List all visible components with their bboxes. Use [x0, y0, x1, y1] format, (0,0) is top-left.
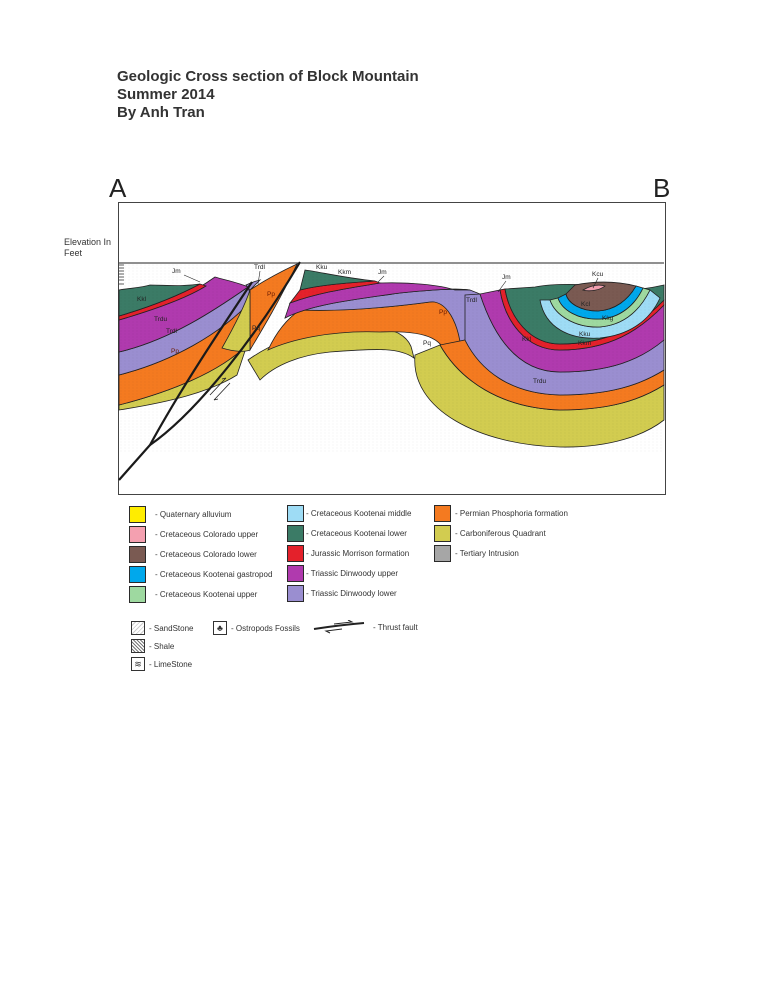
swatch-kootenai-gastropod: [129, 566, 146, 583]
section-end-label: B: [653, 173, 671, 203]
svg-text:Jm: Jm: [502, 274, 511, 281]
title-block: Geologic Cross section of Block Mountain…: [117, 68, 419, 122]
svg-text:Trdu: Trdu: [533, 378, 547, 385]
legend-sandstone: - SandStone: [131, 621, 193, 635]
section-start-label: A: [109, 173, 127, 203]
legend-fossils: ♣ - Ostropods Fossils: [213, 621, 300, 635]
legend-item: - Quaternary alluvium: [129, 506, 231, 523]
svg-text:Jm: Jm: [378, 269, 387, 276]
legend-item: - Triassic Dinwoody upper: [287, 565, 398, 582]
legend-item: - Cretaceous Colorado upper: [129, 526, 258, 543]
legend-item: - Tertiary Intrusion: [434, 545, 519, 562]
legend-item: - Cretaceous Kootenai middle: [287, 505, 411, 522]
legend-item: - Triassic Dinwoody lower: [287, 585, 397, 602]
legend-item: - Permian Phosphoria formation: [434, 505, 568, 522]
legend-item: - Cretaceous Kootenai gastropod: [129, 566, 272, 583]
svg-text:Pp: Pp: [267, 291, 275, 298]
svg-text:Pp: Pp: [171, 348, 179, 355]
diagram-subtitle: Summer 2014: [117, 86, 215, 103]
svg-text:Kcl: Kcl: [581, 301, 591, 308]
svg-text:Kkl: Kkl: [522, 336, 532, 343]
svg-text:Kkg: Kkg: [602, 315, 614, 322]
svg-text:Trdl: Trdl: [254, 264, 266, 271]
swatch-kootenai-lower: [287, 525, 304, 542]
svg-text:Kcu: Kcu: [592, 271, 604, 278]
svg-text:Trdl: Trdl: [466, 297, 478, 304]
swatch-colorado-upper: [129, 526, 146, 543]
y-axis-label: Elevation In Feet: [64, 237, 112, 258]
legend-shale: - Shale: [131, 639, 174, 653]
svg-text:Pp: Pp: [439, 309, 447, 316]
swatch-quaternary-alluvium: [129, 506, 146, 523]
unit-labels: Jm Trdl Kku Kkm Jm Jm Kcu Kkl Pp Trdu Tr…: [137, 264, 614, 385]
diagram-author: By Anh Tran: [117, 104, 205, 121]
sandstone-pattern-icon: [131, 621, 145, 635]
svg-text:Trdl: Trdl: [166, 328, 178, 335]
limestone-pattern-icon: ≋: [131, 657, 145, 671]
swatch-kootenai-upper: [129, 586, 146, 603]
legend-item: - Cretaceous Kootenai upper: [129, 586, 257, 603]
svg-text:Kku: Kku: [316, 264, 328, 271]
thrust-fault-arrows-icon: [313, 620, 365, 634]
swatch-quadrant: [434, 525, 451, 542]
svg-text:Trdu: Trdu: [154, 316, 168, 323]
svg-text:Kkl: Kkl: [137, 296, 147, 303]
svg-text:Kkm: Kkm: [578, 340, 591, 347]
legend-thrust-fault: - Thrust fault: [312, 620, 418, 634]
shale-pattern-icon: [131, 639, 145, 653]
legend-item: - Cretaceous Colorado lower: [129, 546, 257, 563]
swatch-colorado-lower: [129, 546, 146, 563]
swatch-dinwoody-upper: [287, 565, 304, 582]
svg-text:Pq: Pq: [423, 340, 431, 347]
swatch-tertiary-intrusion: [434, 545, 451, 562]
legend-item: - Cretaceous Kootenai lower: [287, 525, 407, 542]
legend-item: - Jurassic Morrison formation: [287, 545, 409, 562]
cross-section-frame: [118, 202, 666, 495]
svg-text:Kku: Kku: [579, 331, 591, 338]
swatch-morrison: [287, 545, 304, 562]
legend-item: - Carboniferous Quadrant: [434, 525, 546, 542]
swatch-dinwoody-lower: [287, 585, 304, 602]
fossil-icon: ♣: [213, 621, 227, 635]
svg-text:Jm: Jm: [172, 268, 181, 275]
swatch-kootenai-middle: [287, 505, 304, 522]
svg-text:Kkm: Kkm: [338, 269, 351, 276]
legend-limestone: ≋ - LimeStone: [131, 657, 192, 671]
svg-text:Pq: Pq: [252, 325, 260, 332]
thrust-faults: [118, 261, 301, 481]
diagram-title: Geologic Cross section of Block Mountain: [117, 68, 419, 85]
swatch-phosphoria: [434, 505, 451, 522]
